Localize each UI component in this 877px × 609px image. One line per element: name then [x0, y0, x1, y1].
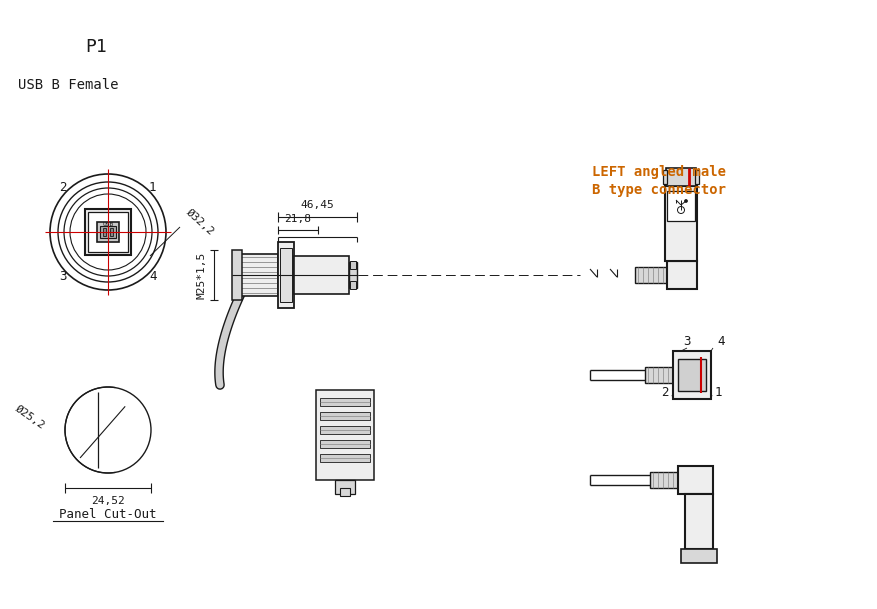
Circle shape [678, 206, 685, 214]
Circle shape [64, 188, 152, 276]
Bar [666, 168, 696, 186]
Bar [110, 228, 113, 236]
Bar [673, 351, 711, 399]
Text: M25*1,5: M25*1,5 [196, 252, 206, 298]
Text: 2: 2 [661, 386, 669, 399]
Bar [240, 254, 278, 296]
Bar [681, 549, 717, 563]
Bar [667, 191, 695, 221]
Text: USB: USB [103, 222, 114, 227]
Text: 46,45: 46,45 [301, 200, 334, 210]
Bar [635, 267, 667, 283]
Bar [350, 281, 356, 289]
Circle shape [685, 200, 688, 203]
Text: 1: 1 [715, 386, 723, 399]
Text: 3: 3 [683, 335, 691, 348]
Bar [685, 494, 713, 549]
Text: Ø25,2: Ø25,2 [14, 403, 47, 431]
Bar [88, 212, 128, 252]
Bar [278, 242, 294, 308]
Bar [695, 170, 699, 184]
Circle shape [65, 387, 151, 473]
Text: B type connector: B type connector [592, 183, 726, 197]
Text: Panel Cut-Out: Panel Cut-Out [60, 508, 157, 521]
Text: 3: 3 [60, 270, 68, 283]
Text: 21,8: 21,8 [284, 214, 311, 224]
Bar [316, 390, 374, 480]
Bar [663, 170, 667, 184]
Bar [232, 250, 242, 300]
Bar [97, 222, 119, 242]
Bar [650, 472, 678, 488]
Bar [678, 359, 706, 391]
Bar [335, 480, 355, 494]
Bar [294, 256, 349, 294]
Text: USB B Female: USB B Female [18, 78, 118, 92]
Bar [103, 228, 106, 236]
Bar [350, 261, 356, 269]
Bar [349, 262, 357, 288]
Bar [645, 367, 673, 383]
Bar [320, 398, 370, 406]
Bar [320, 454, 370, 462]
Bar [100, 226, 116, 238]
Text: 1: 1 [149, 181, 156, 194]
Bar [665, 186, 697, 261]
Bar [320, 440, 370, 448]
Bar [320, 426, 370, 434]
Circle shape [58, 182, 158, 282]
Text: 4: 4 [717, 335, 724, 348]
Bar [280, 248, 292, 302]
Circle shape [70, 194, 146, 270]
Bar [667, 261, 697, 289]
Text: P1: P1 [85, 38, 107, 56]
Bar [320, 412, 370, 420]
Text: 4: 4 [149, 270, 156, 283]
Bar [678, 466, 713, 494]
Circle shape [50, 174, 166, 290]
Text: LEFT angled male: LEFT angled male [592, 165, 726, 179]
Bar [85, 209, 131, 255]
Text: 2: 2 [60, 181, 68, 194]
Bar [340, 488, 350, 496]
Text: 24,52: 24,52 [91, 496, 125, 506]
Text: Ø32,2: Ø32,2 [184, 207, 216, 237]
